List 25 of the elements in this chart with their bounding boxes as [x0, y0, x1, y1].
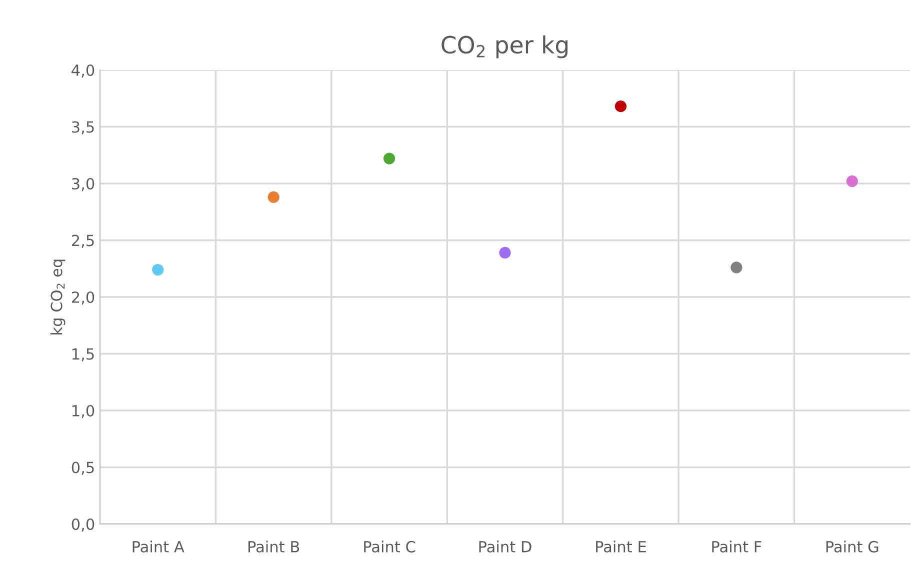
y-tick-label: 0,0: [72, 518, 94, 532]
y-tick-label: 0,5: [72, 462, 94, 475]
point: [383, 152, 396, 164]
y-tick-label: 1,5: [72, 348, 94, 362]
point: [614, 100, 627, 112]
x-tick-label: Paint F: [712, 540, 762, 552]
point: [730, 262, 742, 274]
x-tick-label: Paint A: [132, 540, 184, 552]
y-tick-label: 2,5: [72, 234, 94, 248]
x-tick-label: Paint D: [479, 540, 532, 552]
y-tick-label: 4,0: [72, 64, 94, 78]
x-tick-label: Paint E: [596, 540, 646, 552]
y-axis-title: kg CO$_{2}$ eq: [50, 260, 66, 334]
y-tick-label: 3,5: [72, 121, 94, 134]
y-tick-label: 3,0: [72, 178, 94, 192]
point: [499, 246, 511, 259]
chart-title: CO$_{2}$ per kg: [442, 35, 568, 58]
x-tick-label: Paint G: [826, 540, 878, 552]
point: [268, 191, 280, 203]
point: [152, 264, 164, 276]
y-tick-label: 2,0: [72, 291, 94, 305]
y-tick-label: 1,0: [72, 404, 94, 418]
x-tick-label: Paint B: [248, 540, 300, 552]
x-tick-label: Paint C: [364, 540, 416, 552]
point: [846, 175, 858, 188]
